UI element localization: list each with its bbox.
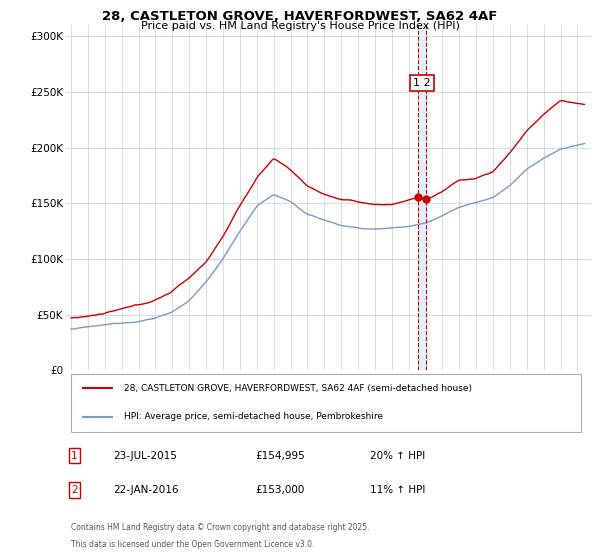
Text: HPI: Average price, semi-detached house, Pembrokeshire: HPI: Average price, semi-detached house,… (124, 412, 383, 421)
FancyBboxPatch shape (71, 374, 581, 432)
Text: 28, CASTLETON GROVE, HAVERFORDWEST, SA62 4AF: 28, CASTLETON GROVE, HAVERFORDWEST, SA62… (103, 10, 497, 23)
Text: Contains HM Land Registry data © Crown copyright and database right 2025.: Contains HM Land Registry data © Crown c… (71, 524, 370, 533)
Text: 1 2: 1 2 (413, 78, 431, 88)
Text: 20% ↑ HPI: 20% ↑ HPI (371, 451, 426, 461)
Text: £154,995: £154,995 (255, 451, 305, 461)
Text: £153,000: £153,000 (255, 485, 304, 495)
Text: 11% ↑ HPI: 11% ↑ HPI (371, 485, 426, 495)
Text: 2: 2 (71, 485, 78, 495)
Text: 22-JAN-2016: 22-JAN-2016 (113, 485, 179, 495)
Bar (418, 25, 425, 370)
Text: This data is licensed under the Open Government Licence v3.0.: This data is licensed under the Open Gov… (71, 540, 314, 549)
Text: Price paid vs. HM Land Registry's House Price Index (HPI): Price paid vs. HM Land Registry's House … (140, 21, 460, 31)
Text: 1: 1 (71, 451, 78, 461)
Text: 23-JUL-2015: 23-JUL-2015 (113, 451, 177, 461)
Text: 28, CASTLETON GROVE, HAVERFORDWEST, SA62 4AF (semi-detached house): 28, CASTLETON GROVE, HAVERFORDWEST, SA62… (124, 384, 472, 393)
